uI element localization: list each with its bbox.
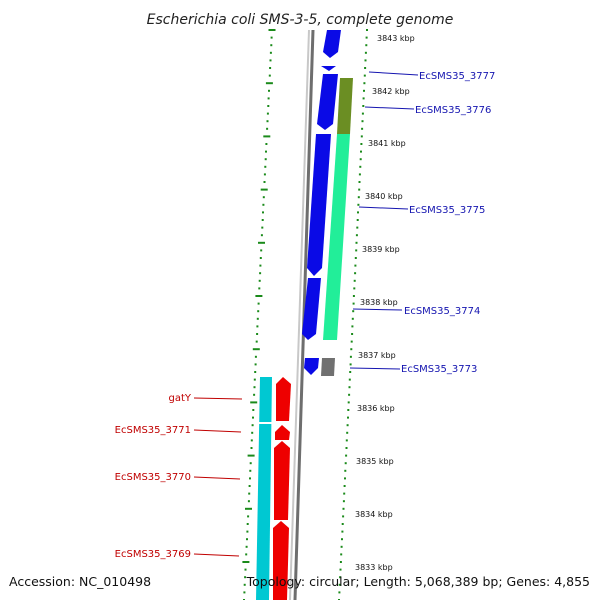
gene-label-3774[interactable]: EcSMS35_3774 — [404, 306, 480, 317]
cds-forward-3778 — [323, 30, 341, 58]
feature-olive-3776 — [337, 78, 353, 134]
tick-label: 3834 kbp — [355, 510, 393, 519]
cds-reverse-3771 — [275, 425, 290, 440]
backbone-inner — [293, 29, 315, 600]
gene-label-3769[interactable]: EcSMS35_3769 — [115, 549, 191, 560]
backbone-outer — [289, 29, 310, 600]
gene-label-gatY[interactable]: gatY — [168, 393, 191, 404]
tick-label: 3838 kbp — [360, 298, 398, 307]
gene-label-3775[interactable]: EcSMS35_3775 — [409, 205, 485, 216]
tick-labels: 3843 kbp 3842 kbp 3841 kbp 3840 kbp 3839… — [355, 34, 415, 572]
label-line — [358, 206, 409, 210]
gene-label-3771[interactable]: EcSMS35_3771 — [115, 425, 191, 436]
tick-label: 3833 kbp — [355, 563, 393, 572]
tick-label: 3841 kbp — [368, 139, 406, 148]
tick-label: 3836 kbp — [357, 404, 395, 413]
forward-gene-labels: EcSMS35_3777 EcSMS35_3776 EcSMS35_3775 E… — [349, 71, 495, 375]
summary-text: Topology: circular; Length: 5,068,389 bp… — [246, 574, 590, 589]
cds-reverse-3770 — [274, 441, 290, 520]
gene-label-3773[interactable]: EcSMS35_3773 — [401, 364, 477, 375]
label-line — [193, 476, 241, 480]
label-line — [193, 553, 240, 557]
feature-cyan-reverse — [256, 377, 272, 600]
cds-forward-3776 — [317, 74, 338, 130]
cds-reverse-gatY — [276, 377, 291, 421]
tick-label: 3842 kbp — [372, 87, 410, 96]
tick-label: 3840 kbp — [365, 192, 403, 201]
accession-text: Accession: NC_010498 — [9, 574, 151, 589]
cds-forward-3777 — [321, 66, 336, 71]
map-title: Escherichia coli SMS-3-5, complete genom… — [147, 12, 454, 28]
label-line — [349, 367, 401, 370]
tick-label: 3837 kbp — [358, 351, 396, 360]
cds-forward-3774 — [302, 278, 321, 340]
gene-label-3770[interactable]: EcSMS35_3770 — [115, 472, 191, 483]
reverse-gene-labels: gatY EcSMS35_3771 EcSMS35_3770 EcSMS35_3… — [115, 393, 243, 560]
gene-label-3777[interactable]: EcSMS35_3777 — [419, 71, 495, 82]
tick-label: 3835 kbp — [356, 457, 394, 466]
label-line — [352, 308, 403, 311]
label-line — [364, 106, 415, 110]
tick-label: 3839 kbp — [362, 245, 400, 254]
label-line — [368, 71, 419, 76]
tick-label: 3843 kbp — [377, 34, 415, 43]
dotted-rings — [242, 29, 368, 600]
cds-reverse-3769 — [273, 521, 289, 600]
cds-forward-3773 — [304, 358, 319, 375]
feature-green-3775-3774 — [323, 134, 350, 340]
cds-forward-3775 — [307, 134, 331, 276]
gene-features — [256, 30, 353, 600]
label-line — [193, 429, 242, 433]
feature-gray-3773 — [321, 358, 335, 376]
gene-label-3776[interactable]: EcSMS35_3776 — [415, 105, 491, 116]
label-line — [193, 397, 243, 400]
